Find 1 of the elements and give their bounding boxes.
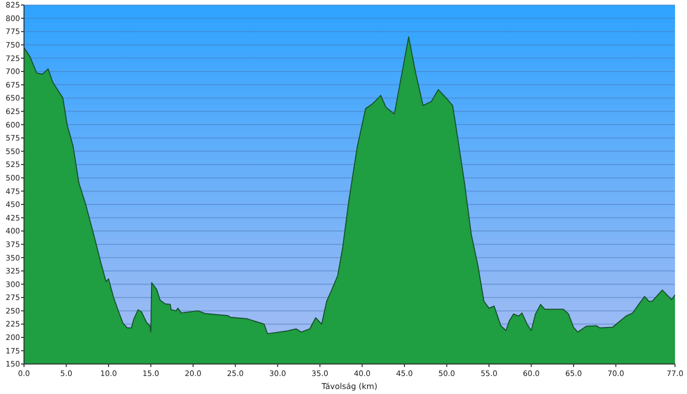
x-axis-title: Távolság (km) [320, 382, 378, 391]
